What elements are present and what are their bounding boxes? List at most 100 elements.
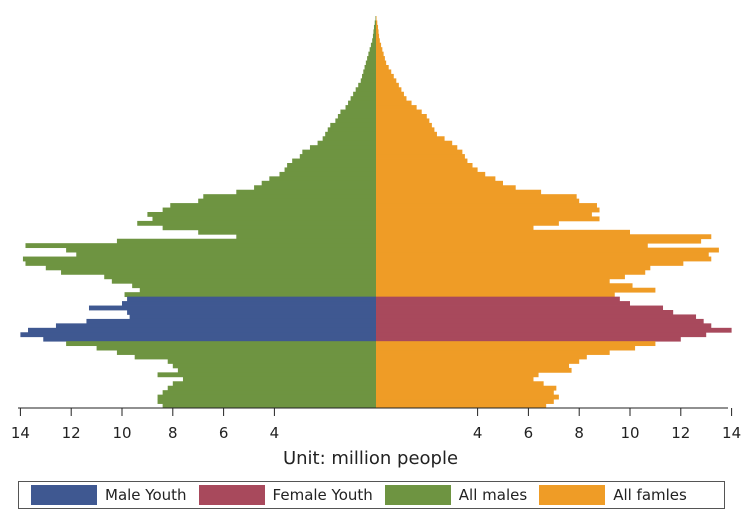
female-bar: [376, 283, 633, 289]
female-bar: [376, 127, 435, 133]
male-bar: [111, 278, 376, 284]
male-bars: [20, 16, 377, 409]
female-bar: [376, 73, 394, 79]
male-bar: [367, 56, 376, 61]
male-bar: [122, 301, 376, 306]
female-bar: [376, 305, 664, 311]
female-bar: [376, 212, 592, 217]
male-bar: [162, 403, 376, 409]
male-bar: [261, 180, 376, 186]
legend-item-female-youth: Female Youth: [187, 482, 373, 508]
x-tick-label: 4: [270, 424, 280, 442]
female-bar: [376, 65, 389, 70]
x-tick-label: 12: [62, 424, 81, 442]
female-bar: [376, 33, 380, 39]
female-bar: [376, 122, 432, 128]
female-bar: [376, 341, 656, 347]
female-bars: [376, 16, 732, 409]
female-bar: [376, 385, 557, 391]
female-bar: [376, 327, 732, 333]
male-bar: [182, 376, 376, 382]
unit-label: Unit: million people: [282, 448, 459, 469]
female-bar: [376, 145, 458, 151]
legend-swatch-all-females: [539, 485, 606, 505]
male-bar: [299, 154, 376, 159]
female-bar: [376, 158, 468, 164]
male-bar: [309, 145, 376, 151]
male-bar: [365, 60, 376, 66]
male-bar: [96, 345, 376, 351]
male-bar: [152, 216, 376, 222]
female-bar: [376, 252, 709, 257]
male-bar: [28, 327, 377, 333]
male-bar: [355, 87, 376, 93]
female-bar: [376, 336, 681, 342]
male-bar: [269, 176, 376, 182]
male-bar: [370, 42, 376, 48]
male-bar: [369, 47, 376, 53]
female-bar: [376, 109, 422, 115]
female-bar: [376, 394, 559, 400]
female-bar: [376, 203, 597, 208]
legend-swatch-female-youth: [198, 485, 265, 505]
male-bar: [137, 220, 376, 226]
male-bar: [358, 82, 376, 88]
female-bar: [376, 176, 496, 182]
male-bar: [147, 212, 376, 217]
male-bar: [162, 207, 376, 213]
female-bar: [376, 376, 534, 382]
male-bar: [203, 194, 376, 200]
male-bar: [327, 127, 376, 133]
female-bar: [376, 180, 503, 186]
legend-label-female-youth: Female Youth: [272, 486, 373, 504]
male-bar: [177, 367, 376, 373]
female-bar: [376, 403, 547, 409]
male-bar: [162, 225, 376, 231]
male-bar: [254, 185, 376, 191]
male-bar: [372, 33, 376, 39]
female-bar: [376, 247, 719, 253]
female-bar: [376, 265, 651, 271]
male-bar: [340, 109, 376, 115]
male-bar: [373, 24, 376, 30]
male-bar: [55, 323, 377, 329]
female-bar: [376, 51, 384, 57]
male-bar: [25, 243, 376, 249]
female-bar: [376, 381, 544, 387]
female-bar: [376, 136, 445, 142]
female-bar: [376, 390, 554, 396]
male-bar: [127, 310, 376, 315]
male-bar: [124, 292, 376, 298]
male-bar: [22, 256, 376, 262]
male-bar: [372, 38, 376, 44]
female-bar: [376, 234, 712, 240]
male-bar: [134, 354, 376, 360]
male-bar: [66, 247, 377, 253]
female-bar: [376, 310, 674, 315]
male-bar: [317, 140, 376, 146]
male-bar: [162, 390, 376, 396]
female-bar: [376, 229, 630, 235]
female-bar: [376, 318, 704, 324]
male-bar: [88, 305, 376, 311]
female-bar: [376, 314, 697, 320]
female-bar: [376, 82, 399, 88]
male-bar: [302, 149, 376, 155]
female-bar: [376, 207, 600, 213]
male-bar: [157, 399, 376, 404]
female-bar: [376, 56, 385, 61]
female-bar: [376, 194, 577, 200]
male-bar: [132, 283, 376, 289]
legend-label-male-youth: Male Youth: [105, 486, 187, 504]
female-bar: [376, 323, 712, 329]
female-bar: [376, 363, 570, 369]
male-bar: [198, 229, 376, 235]
female-bar: [376, 345, 636, 351]
male-bar: [363, 69, 376, 75]
female-bar: [376, 149, 463, 155]
male-bar: [170, 203, 376, 208]
male-bar: [292, 158, 376, 164]
x-tick-label: 10: [112, 424, 131, 442]
male-bar: [375, 16, 376, 21]
male-bar: [236, 189, 376, 195]
